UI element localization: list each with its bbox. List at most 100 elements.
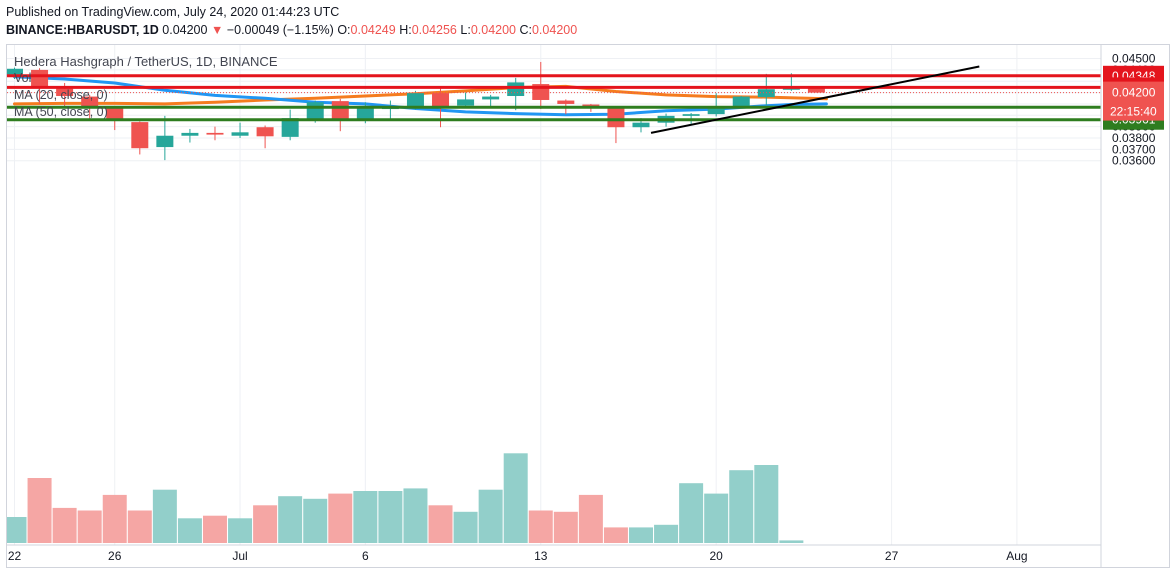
symbol-quote-line: BINANCE:HBARUSDT, 1D 0.04200 ▼ −0.00049 … — [6, 23, 577, 37]
low-label: L: — [460, 23, 471, 37]
x-tick-label: 22 — [8, 549, 22, 563]
chart-header: Published on TradingView.com, July 24, 2… — [0, 0, 1176, 44]
candle-body — [131, 122, 149, 149]
candle-body — [156, 135, 174, 148]
published-note: Published on TradingView.com, July 24, 2… — [6, 5, 340, 19]
trend-line — [650, 65, 980, 134]
candle-body — [206, 132, 224, 135]
candle-body — [557, 100, 575, 104]
volume-bar — [152, 489, 177, 543]
current-price: 0.04200 — [162, 23, 208, 37]
candle-body — [807, 87, 825, 93]
volume-bar — [478, 489, 503, 543]
candle-body — [582, 104, 600, 107]
volume-bar — [52, 507, 77, 543]
volume-bar — [228, 518, 253, 543]
y-tick-label: 0.03600 — [1112, 154, 1156, 168]
x-tick-label: 6 — [362, 549, 369, 563]
legend-title: Hedera Hashgraph / TetherUS, 1D, BINANCE — [14, 54, 278, 69]
volume-bar — [453, 511, 478, 543]
high-label: H: — [399, 23, 412, 37]
volume-bar — [754, 465, 779, 543]
candle-body — [306, 102, 324, 120]
symbol-label: BINANCE:HBARUSDT, 1D — [6, 23, 159, 37]
volume-bar — [503, 453, 528, 543]
volume-bar — [127, 510, 152, 543]
candle-body — [106, 107, 124, 121]
candle-body — [482, 96, 500, 100]
candle-body — [231, 132, 249, 136]
volume-bar — [779, 540, 804, 543]
close-label: C: — [519, 23, 532, 37]
y-tick-label: 0.03700 — [1112, 142, 1156, 156]
volume-bar — [177, 518, 202, 543]
close-value: 0.04200 — [531, 23, 578, 37]
legend-ma20[interactable]: MA (20, close, 0) — [14, 88, 108, 102]
legend-ma50[interactable]: MA (50, close, 0) — [14, 105, 108, 119]
last-price-label: 0.04200 — [1112, 86, 1156, 100]
high-value: 0.04256 — [411, 23, 457, 37]
candle-body — [7, 68, 23, 75]
volume-bar — [253, 505, 278, 543]
candle-body — [256, 127, 274, 137]
last-price-tag — [1103, 81, 1164, 121]
volume-bar — [77, 510, 102, 543]
x-tick-label: 26 — [108, 549, 122, 563]
volume-bar — [7, 517, 27, 543]
volume-bar — [202, 515, 227, 543]
candle-body — [31, 69, 49, 87]
x-tick-label: 27 — [885, 549, 899, 563]
volume-bar — [654, 524, 679, 543]
volume-bar — [303, 498, 328, 543]
chart-legend: Hedera Hashgraph / TetherUS, 1D, BINANCE… — [14, 53, 278, 121]
price-change: −0.00049 (−1.15%) — [226, 23, 334, 37]
low-value: 0.04200 — [470, 23, 516, 37]
y-tick-label: 0.04500 — [1112, 52, 1156, 66]
down-arrow-icon: ▼ — [210, 23, 224, 37]
candle-body — [732, 96, 750, 107]
volume-bar — [278, 496, 303, 543]
chart-frame[interactable] — [6, 44, 1170, 568]
y-tick-label: 0.03800 — [1112, 131, 1156, 145]
x-tick-label: Jul — [232, 549, 247, 563]
candle-body — [281, 118, 299, 137]
volume-bar — [528, 510, 553, 543]
open-label: O: — [337, 23, 351, 37]
volume-bar — [729, 470, 754, 543]
candle-body — [81, 96, 99, 107]
volume-bar — [378, 491, 403, 543]
volume-bars — [7, 453, 804, 543]
volume-bar — [553, 511, 578, 543]
candle-body — [632, 122, 650, 128]
volume-bar — [578, 494, 603, 543]
volume-bar — [603, 527, 628, 543]
volume-bar — [629, 527, 653, 543]
candle-body — [607, 108, 625, 128]
volume-bar — [353, 491, 378, 543]
volume-bar — [403, 488, 428, 543]
volume-bar — [704, 493, 729, 543]
legend-volume[interactable]: Vol — [14, 71, 32, 85]
candles — [7, 61, 825, 161]
candle-body — [707, 107, 725, 115]
candle-body — [682, 114, 700, 116]
x-tick-label: 20 — [710, 549, 724, 563]
volume-bar — [102, 494, 127, 543]
volume-bar — [328, 493, 353, 543]
candle-body — [181, 132, 199, 136]
open-value: 0.04249 — [350, 23, 396, 37]
volume-bar — [428, 505, 453, 543]
candle-body — [406, 93, 424, 107]
candle-body — [757, 89, 775, 98]
candle-body — [432, 93, 450, 107]
bar-countdown-label: 22:15:40 — [1110, 105, 1157, 119]
volume-bar — [679, 483, 704, 543]
candle-body — [457, 99, 475, 106]
candle-body — [507, 82, 525, 97]
volume-bar — [27, 478, 52, 543]
candle-body — [331, 101, 349, 120]
x-tick-label: Aug — [1006, 549, 1027, 563]
candle-body — [356, 108, 374, 119]
x-tick-label: 13 — [534, 549, 548, 563]
